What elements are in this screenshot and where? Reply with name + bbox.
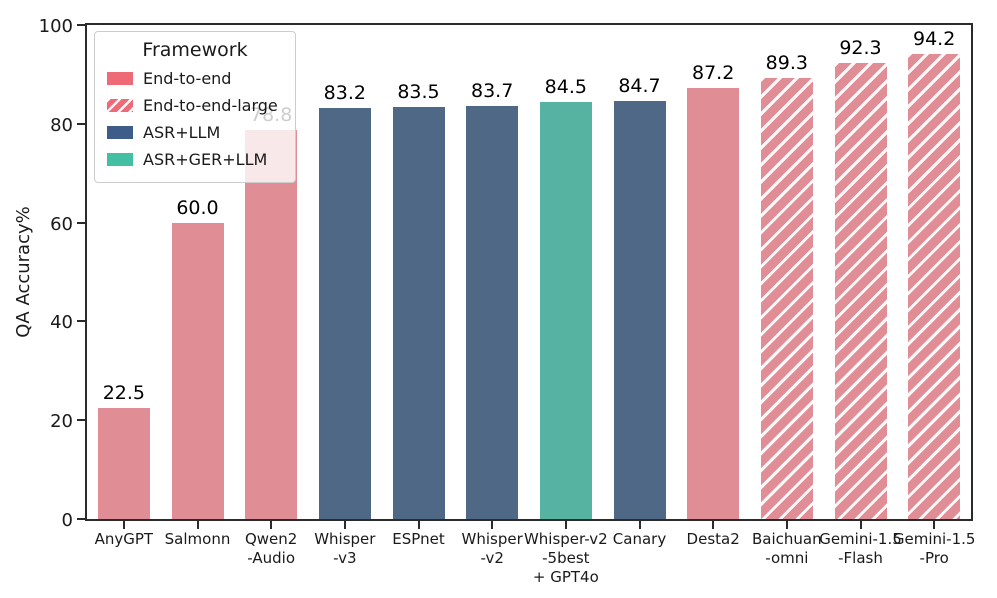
- x-tick-label: Desta2: [686, 530, 740, 548]
- y-tick-mark: [77, 122, 85, 125]
- y-tick-mark: [77, 419, 85, 422]
- bar-gemini-1-5-pro: [908, 53, 961, 519]
- x-tick-label: Gemini-1.5 -Pro: [892, 530, 976, 567]
- bar-value-label: 83.7: [471, 79, 514, 102]
- y-tick-label: 40: [50, 312, 73, 334]
- bar-value-label: 83.2: [323, 82, 366, 104]
- bar-whisper-v3: [318, 108, 371, 519]
- bar-gemini-1-5-flash: [834, 63, 887, 519]
- bar-value-label: 84.5: [544, 75, 587, 98]
- bar-desta2: [687, 88, 740, 519]
- bar-value-label: 94.2: [913, 27, 956, 50]
- x-tick-mark: [343, 521, 346, 529]
- bar-value-label: 89.3: [765, 51, 808, 74]
- legend-item-end-to-end: End-to-end: [107, 65, 283, 92]
- legend: Framework End-to-end End-to-end-large ASR+…: [94, 31, 296, 183]
- legend-swatch: [107, 153, 133, 166]
- legend-item-label: ASR+LLM: [143, 123, 221, 142]
- y-tick-label: 80: [50, 114, 73, 136]
- x-tick-label: Salmonn: [164, 530, 231, 548]
- y-tick-mark: [77, 24, 85, 26]
- x-tick-label: ESPnet: [392, 530, 445, 548]
- legend-item-label: End-to-end: [143, 69, 232, 88]
- bar-value-label: 92.3: [839, 37, 882, 60]
- bar-value-label: 84.7: [618, 74, 661, 97]
- x-tick-label: Whisper-v2 -5best + GPT4o: [523, 530, 608, 586]
- bar-value-label: 83.5: [397, 80, 440, 103]
- legend-swatch: [107, 72, 133, 85]
- bar-espnet: [392, 106, 445, 519]
- x-tick-label: Baichuan -omni: [752, 530, 822, 567]
- x-tick-mark: [785, 521, 788, 529]
- x-tick-mark: [712, 521, 715, 529]
- y-tick-mark: [77, 518, 85, 520]
- bar-anygpt: [97, 407, 150, 519]
- legend-title: Framework: [142, 39, 248, 61]
- x-tick-mark: [491, 521, 494, 529]
- y-tick-mark: [77, 221, 85, 224]
- legend-item-asr-ger-llm: ASR+GER+LLM: [107, 146, 283, 173]
- x-tick-mark: [564, 521, 567, 529]
- legend-item-label: ASR+GER+LLM: [143, 150, 268, 169]
- y-tick-label: 100: [38, 16, 73, 37]
- legend-item-label: End-to-end-large: [143, 96, 278, 115]
- x-tick-mark: [933, 521, 936, 529]
- y-axis-label: QA Accuracy%: [13, 206, 34, 338]
- bar-whisper-v2-5best-gpt4o: [539, 101, 592, 519]
- x-tick-label: Whisper -v2: [461, 530, 523, 567]
- legend-items: End-to-end End-to-end-large ASR+LLM ASR+GER…: [107, 65, 283, 173]
- x-tick-label: Gemini-1.5 -Flash: [819, 530, 902, 567]
- bar-baichuan-omni: [760, 77, 813, 519]
- x-tick-label: AnyGPT: [94, 530, 154, 548]
- bar-canary: [613, 100, 666, 519]
- x-tick-mark: [859, 521, 862, 529]
- x-tick-mark: [638, 521, 641, 529]
- bar-salmonn: [171, 222, 224, 519]
- bar-value-label: 60.0: [176, 196, 219, 219]
- x-tick-label: Canary: [612, 530, 667, 548]
- legend-swatch: [107, 99, 133, 112]
- x-tick-mark: [270, 521, 273, 529]
- bar-value-label: 87.2: [692, 62, 735, 85]
- x-tick-label: Qwen2 -Audio: [244, 530, 298, 567]
- legend-item-end-to-end-large: End-to-end-large: [107, 92, 283, 119]
- x-tick-mark: [122, 521, 125, 529]
- legend-item-asr-llm: ASR+LLM: [107, 119, 283, 146]
- bar-qwen2-audio: [245, 129, 298, 519]
- y-tick-label: 20: [50, 411, 73, 433]
- y-tick-label: 0: [61, 510, 73, 531]
- x-tick-mark: [196, 521, 199, 529]
- x-tick-mark: [417, 521, 420, 529]
- bar-value-label: 22.5: [102, 381, 145, 404]
- bar-whisper-v2: [466, 105, 519, 519]
- x-tick-label: Whisper -v3: [314, 530, 376, 567]
- y-tick-mark: [77, 320, 85, 323]
- legend-swatch: [107, 126, 133, 139]
- plot-area: 22.560.078.883.283.583.784.584.787.289.3…: [85, 23, 973, 521]
- y-tick-label: 60: [50, 213, 73, 235]
